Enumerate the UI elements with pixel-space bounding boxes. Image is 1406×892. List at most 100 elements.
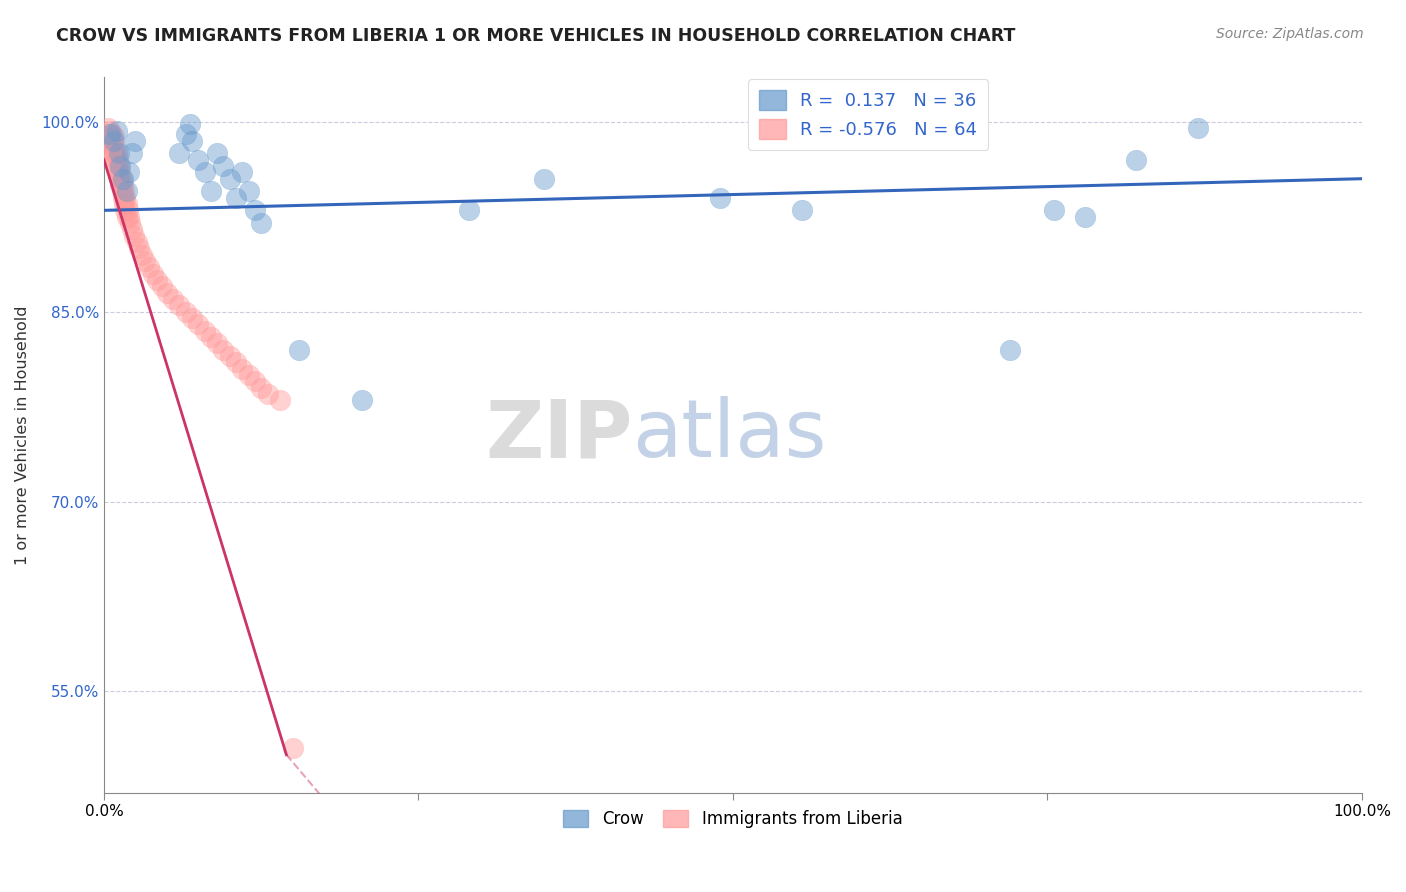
Point	[121, 222, 143, 236]
Point	[162, 292, 184, 306]
Point	[131, 247, 153, 261]
Point	[169, 146, 191, 161]
Point	[104, 155, 127, 169]
Point	[97, 121, 120, 136]
Point	[250, 381, 273, 395]
Text: CROW VS IMMIGRANTS FROM LIBERIA 1 OR MORE VEHICLES IN HOUSEHOLD CORRELATION CHAR: CROW VS IMMIGRANTS FROM LIBERIA 1 OR MOR…	[56, 27, 1015, 45]
Point	[243, 374, 266, 388]
Point	[1125, 153, 1147, 167]
Point	[101, 136, 124, 151]
Point	[108, 146, 131, 161]
Point	[281, 741, 304, 756]
Point	[150, 279, 173, 293]
Point	[110, 171, 132, 186]
Point	[104, 140, 127, 154]
Point	[187, 318, 209, 332]
Point	[146, 273, 169, 287]
Point	[1187, 121, 1209, 136]
Point	[1074, 210, 1097, 224]
Point	[114, 191, 136, 205]
Point	[110, 159, 132, 173]
Point	[112, 185, 135, 199]
Point	[231, 361, 253, 376]
Y-axis label: 1 or more Vehicles in Household: 1 or more Vehicles in Household	[15, 305, 30, 565]
Point	[115, 210, 138, 224]
Point	[187, 153, 209, 167]
Point	[111, 191, 134, 205]
Point	[200, 185, 222, 199]
Point	[457, 203, 479, 218]
Point	[98, 140, 121, 154]
Point	[250, 216, 273, 230]
Point	[225, 191, 247, 205]
Point	[122, 228, 145, 243]
Point	[269, 393, 291, 408]
Point	[115, 185, 138, 199]
Point	[288, 343, 311, 357]
Point	[174, 304, 197, 318]
Point	[194, 324, 217, 338]
Point	[205, 146, 228, 161]
Point	[115, 197, 138, 211]
Point	[105, 161, 128, 176]
Point	[243, 203, 266, 218]
Point	[100, 128, 122, 142]
Point	[108, 159, 131, 173]
Point	[120, 216, 142, 230]
Point	[117, 203, 139, 218]
Point	[194, 165, 217, 179]
Point	[231, 165, 253, 179]
Point	[179, 117, 201, 131]
Point	[125, 235, 148, 249]
Point	[98, 128, 121, 142]
Point	[174, 128, 197, 142]
Text: Source: ZipAtlas.com: Source: ZipAtlas.com	[1216, 27, 1364, 41]
Point	[101, 146, 124, 161]
Point	[256, 387, 278, 401]
Point	[111, 178, 134, 192]
Point	[128, 241, 150, 255]
Point	[98, 123, 121, 137]
Point	[998, 343, 1021, 357]
Point	[111, 171, 134, 186]
Legend: Crow, Immigrants from Liberia: Crow, Immigrants from Liberia	[557, 803, 910, 834]
Point	[212, 343, 235, 357]
Point	[108, 171, 131, 186]
Point	[107, 168, 129, 182]
Point	[156, 285, 179, 300]
Point	[218, 349, 240, 363]
Point	[200, 330, 222, 344]
Point	[205, 336, 228, 351]
Point	[110, 178, 132, 192]
Point	[124, 134, 146, 148]
Point	[121, 146, 143, 161]
Point	[134, 254, 156, 268]
Point	[709, 191, 731, 205]
Point	[792, 203, 814, 218]
Point	[112, 197, 135, 211]
Point	[103, 130, 125, 145]
Point	[142, 267, 165, 281]
Point	[114, 203, 136, 218]
Point	[110, 185, 132, 199]
Point	[98, 130, 121, 145]
Point	[238, 185, 260, 199]
Point	[169, 298, 191, 312]
Point	[350, 393, 373, 408]
Point	[103, 134, 125, 148]
Point	[100, 143, 122, 157]
Point	[105, 146, 128, 161]
Point	[110, 165, 132, 179]
Point	[1042, 203, 1064, 218]
Point	[103, 150, 125, 164]
Point	[138, 260, 160, 275]
Text: atlas: atlas	[633, 396, 827, 474]
Point	[181, 134, 204, 148]
Point	[107, 153, 129, 167]
Point	[212, 159, 235, 173]
Point	[98, 134, 121, 148]
Point	[238, 368, 260, 382]
Point	[118, 165, 141, 179]
Point	[118, 210, 141, 224]
Point	[181, 310, 204, 325]
